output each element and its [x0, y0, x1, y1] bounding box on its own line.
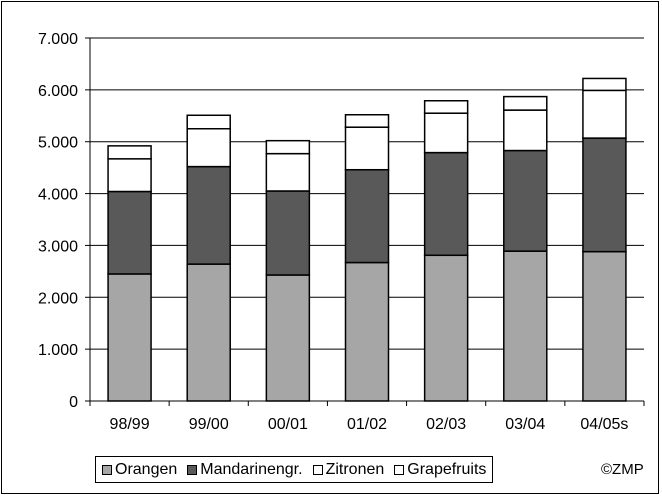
legend-item: Mandarinengr.: [187, 460, 303, 479]
legend-item: Grapefruits: [394, 461, 486, 479]
bar-segment: [582, 77, 627, 92]
bar-segment: [344, 168, 390, 264]
legend-swatch: [394, 464, 405, 475]
bar-segment: [107, 145, 152, 160]
bar-segment: [503, 95, 548, 111]
bar-segment: [186, 114, 231, 130]
source-credit: ©ZMP: [601, 461, 644, 478]
bar-segment: [344, 261, 390, 402]
bar-segment: [265, 274, 311, 402]
bar-segment: [186, 263, 231, 402]
legend-swatch: [102, 464, 112, 475]
legend-item: Zitronen: [312, 460, 385, 479]
y-tick-label: 7.000: [38, 31, 78, 48]
y-tick-label: 2.000: [38, 290, 78, 307]
bar-segment: [503, 250, 548, 402]
y-tick-label: 0: [69, 394, 78, 411]
bar-segment: [107, 190, 152, 275]
bar-segment: [186, 165, 231, 265]
x-tick-label: 04/05s: [580, 416, 628, 433]
legend-label: Orangen: [115, 460, 178, 478]
bar-segment: [423, 254, 469, 402]
x-tick-label: 99/00: [189, 416, 229, 433]
legend-label: Mandarinengr.: [200, 460, 303, 478]
y-tick-label: 3.000: [38, 238, 78, 255]
bar-segment: [344, 126, 390, 171]
legend-label: Grapefruits: [407, 460, 487, 478]
legend-label: Zitronen: [325, 460, 385, 478]
bar-segment: [186, 128, 231, 168]
y-tick-label: 6.000: [38, 83, 78, 100]
bar-segment: [265, 190, 311, 276]
x-tick-label: 02/03: [426, 416, 466, 433]
bar-segment: [265, 152, 311, 192]
chart-legend: Orangen Mandarinengr. Zitronen Grapefruits: [95, 456, 494, 483]
legend-item: Orangen: [102, 461, 177, 479]
x-tick-label: 03/04: [505, 416, 545, 433]
x-tick-label: 00/01: [268, 416, 308, 433]
x-tick-label: 98/99: [110, 416, 150, 433]
bar-segment: [265, 139, 311, 155]
bar-segment: [107, 273, 152, 402]
bar-segment: [503, 109, 548, 152]
bar-segment: [503, 149, 548, 252]
y-tick-label: 1.000: [38, 342, 78, 359]
bar-segment: [344, 113, 390, 128]
legend-swatch: [187, 464, 198, 475]
bar-segment: [423, 151, 469, 257]
bar-segment: [423, 112, 469, 154]
bar-segment: [582, 250, 627, 402]
bar-segment: [107, 158, 152, 193]
legend-swatch: [312, 464, 323, 475]
x-tick-label: 01/02: [347, 416, 387, 433]
y-tick-label: 4.000: [38, 187, 78, 204]
y-tick-label: 5.000: [38, 135, 78, 152]
bar-segment: [582, 89, 627, 139]
bar-segment: [423, 99, 469, 114]
bar-segment: [582, 137, 627, 253]
